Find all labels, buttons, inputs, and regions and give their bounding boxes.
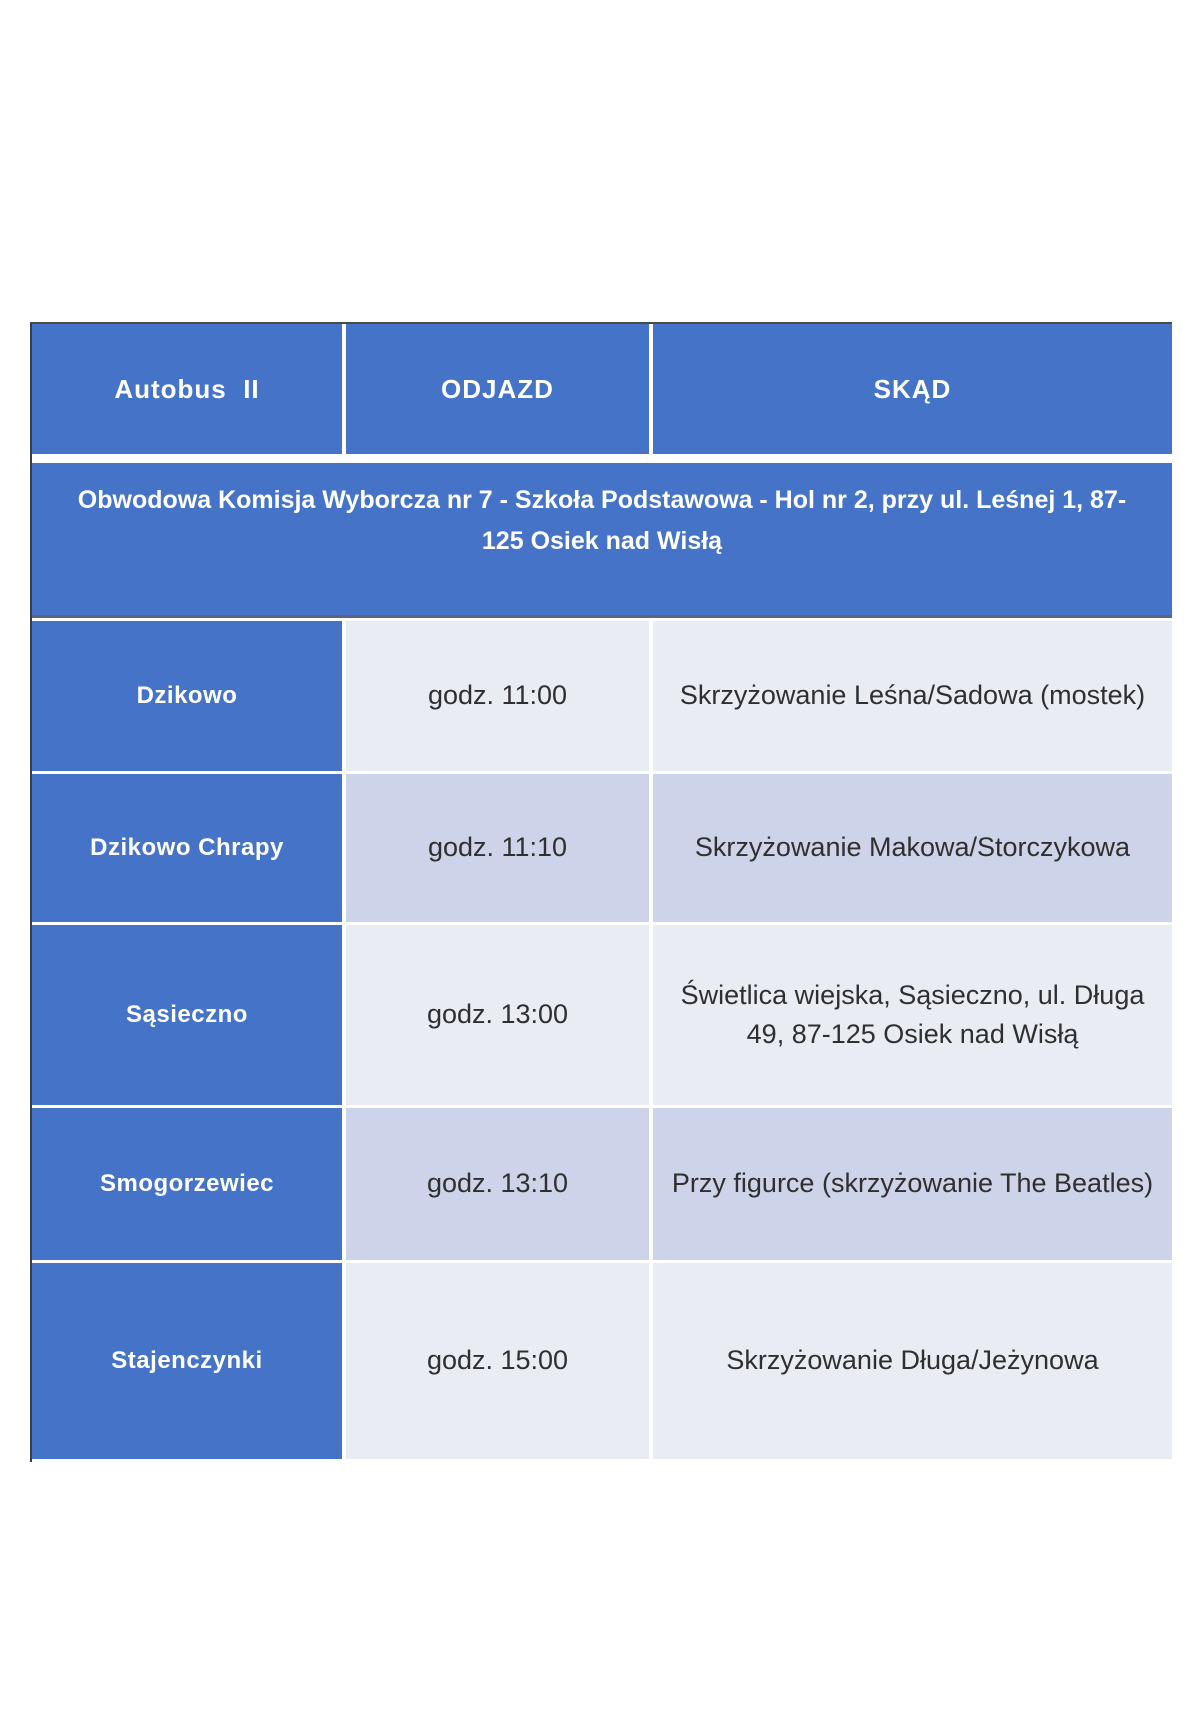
departure-cell: godz. 13:10 (346, 1108, 649, 1260)
departure-cell: godz. 13:00 (346, 925, 649, 1105)
header-from-column: SKĄD (653, 324, 1172, 454)
table-row: Dzikowo godz. 11:00 Skrzyżowanie Leśna/S… (32, 621, 1172, 771)
stop-cell: Stajenczynki (32, 1263, 342, 1459)
table-row: Stajenczynki godz. 15:00 Skrzyżowanie Dł… (32, 1263, 1172, 1459)
stop-cell: Smogorzewiec (32, 1108, 342, 1260)
from-cell: Skrzyżowanie Makowa/Storczykowa (653, 774, 1172, 922)
table-row: Sąsieczno godz. 13:00 Świetlica wiejska,… (32, 925, 1172, 1105)
table-header-row: Autobus II ODJAZD SKĄD (32, 324, 1172, 454)
stop-cell: Dzikowo Chrapy (32, 774, 342, 922)
from-cell: Skrzyżowanie Leśna/Sadowa (mostek) (653, 621, 1172, 771)
departure-cell: godz. 11:10 (346, 774, 649, 922)
bus-schedule-table: Autobus II ODJAZD SKĄD Obwodowa Komisja … (30, 322, 1172, 1462)
from-cell: Skrzyżowanie Długa/Jeżynowa (653, 1263, 1172, 1459)
commission-banner: Obwodowa Komisja Wyborcza nr 7 - Szkoła … (32, 463, 1172, 618)
from-cell: Świetlica wiejska, Sąsieczno, ul. Długa … (653, 925, 1172, 1105)
departure-cell: godz. 15:00 (346, 1263, 649, 1459)
departure-cell: godz. 11:00 (346, 621, 649, 771)
header-departure-column: ODJAZD (346, 324, 649, 454)
header-bus-column: Autobus II (32, 324, 342, 454)
table-row: Smogorzewiec godz. 13:10 Przy figurce (s… (32, 1108, 1172, 1260)
stop-cell: Sąsieczno (32, 925, 342, 1105)
from-cell: Przy figurce (skrzyżowanie The Beatles) (653, 1108, 1172, 1260)
stop-cell: Dzikowo (32, 621, 342, 771)
table-row: Dzikowo Chrapy godz. 11:10 Skrzyżowanie … (32, 774, 1172, 922)
